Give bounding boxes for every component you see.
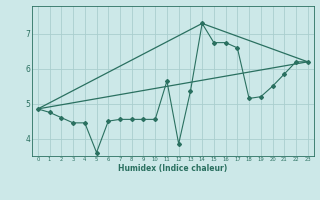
X-axis label: Humidex (Indice chaleur): Humidex (Indice chaleur) (118, 164, 228, 173)
